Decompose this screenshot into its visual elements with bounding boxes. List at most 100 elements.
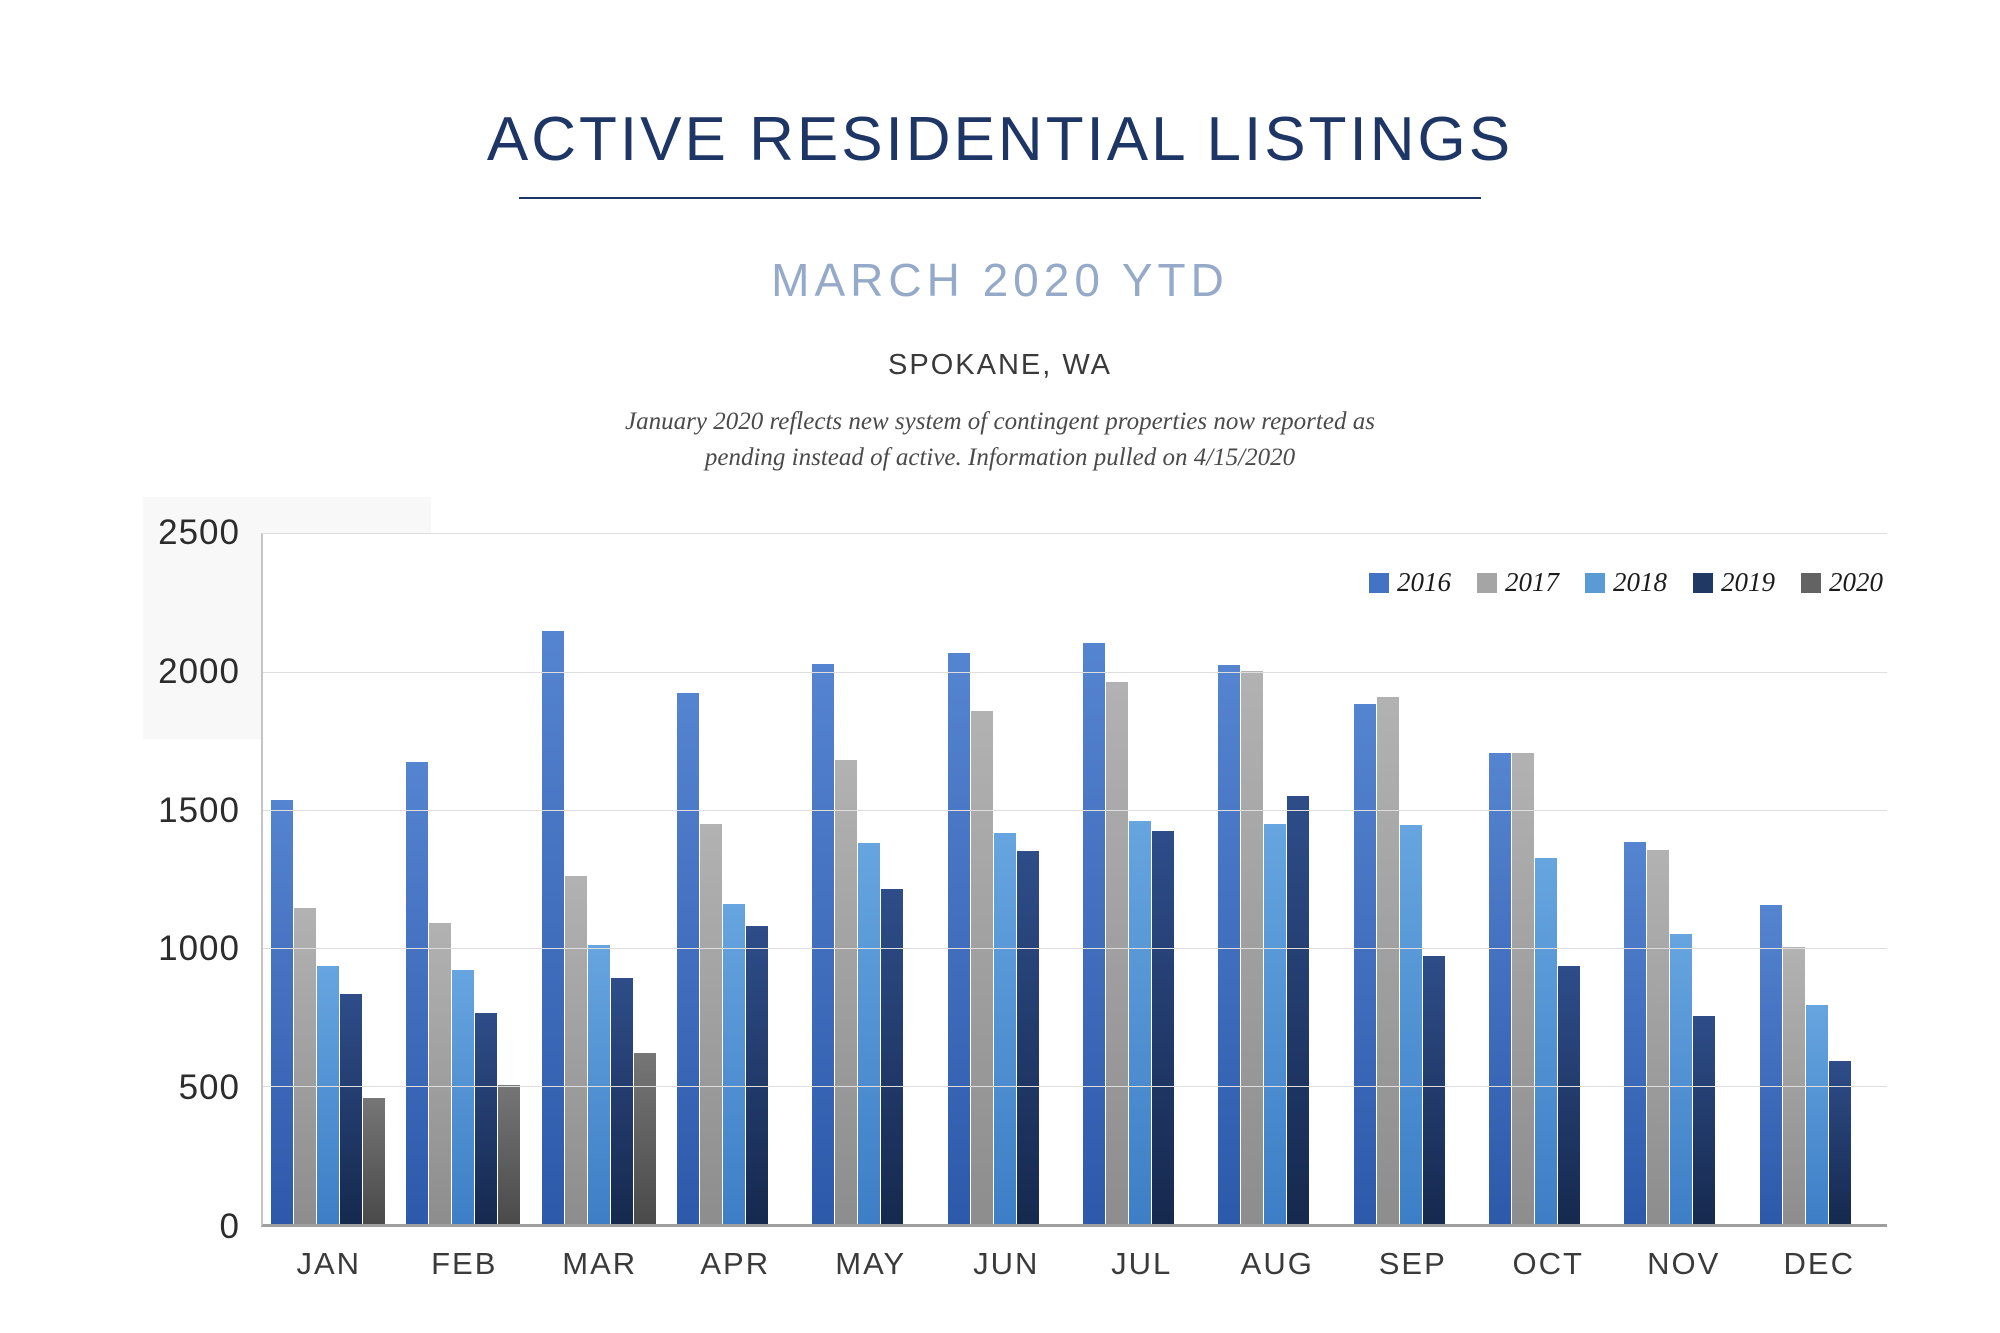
legend-item-2016: 2016 (1369, 567, 1451, 598)
legend-label-2018: 2018 (1613, 567, 1667, 597)
chart-legend: 2016 2017 2018 2019 2020 (1369, 567, 1883, 598)
x-axis-label-aug: AUG (1240, 1246, 1314, 1281)
bar-2019-feb (475, 1012, 498, 1224)
bar-2017-may (835, 760, 858, 1224)
gridline-500 (263, 1086, 1887, 1087)
bar-2017-jul (1105, 681, 1128, 1224)
bar-2018-nov (1670, 934, 1693, 1224)
chart-footnote: January 2020 reflects new system of cont… (0, 404, 2000, 476)
bar-2017-nov (1647, 850, 1670, 1224)
bar-2019-jun (1016, 851, 1039, 1224)
bar-2016-feb (406, 761, 429, 1224)
bar-2018-dec (1805, 1004, 1828, 1224)
bar-2019-aug (1287, 796, 1310, 1224)
bar-2017-dec (1782, 946, 1805, 1224)
bar-2019-nov (1693, 1015, 1716, 1224)
page-title: ACTIVE RESIDENTIAL LISTINGS (486, 105, 1514, 174)
bar-2016-may (812, 663, 835, 1224)
bar-group-feb (398, 534, 533, 1224)
bar-2018-may (858, 843, 881, 1224)
y-axis-tick-label-1000: 1000 (158, 929, 240, 969)
bar-2017-sep (1376, 696, 1399, 1224)
legend-swatch-2019 (1693, 572, 1713, 593)
legend-item-2020: 2020 (1801, 567, 1883, 598)
bar-2019-mar (610, 978, 633, 1224)
legend-swatch-2018 (1585, 572, 1605, 593)
bar-groups (263, 534, 1887, 1224)
y-axis-tick-label-500: 500 (178, 1068, 240, 1108)
x-axis-label-jun: JUN (973, 1246, 1040, 1281)
bar-2018-mar (587, 945, 610, 1224)
bar-group-oct (1481, 534, 1616, 1224)
bar-group-nov (1616, 534, 1751, 1224)
y-axis-tick-label-0: 0 (219, 1207, 240, 1246)
bar-2018-jul (1128, 821, 1151, 1224)
x-axis-label-nov: NOV (1647, 1246, 1721, 1281)
legend-label-2017: 2017 (1505, 567, 1559, 597)
bar-group-apr (669, 534, 804, 1224)
bar-2018-apr (722, 903, 745, 1224)
x-axis-label-mar: MAR (562, 1246, 638, 1281)
bar-2018-jun (993, 833, 1016, 1224)
bar-2017-jan (294, 907, 316, 1224)
title-underline (519, 197, 1481, 199)
y-axis-tick-label-1500: 1500 (158, 790, 240, 830)
bar-2019-may (881, 888, 904, 1224)
x-axis-label-dec: DEC (1783, 1246, 1855, 1281)
legend-label-2019: 2019 (1721, 567, 1775, 597)
bar-2019-dec (1828, 1061, 1851, 1224)
bar-group-jan (263, 534, 398, 1224)
bar-2017-apr (699, 823, 722, 1224)
bar-2016-sep (1353, 703, 1376, 1224)
bar-2016-jul (1082, 643, 1105, 1224)
bar-group-may (804, 534, 939, 1224)
bar-2018-feb (452, 970, 475, 1224)
x-axis-label-apr: APR (700, 1246, 771, 1281)
x-axis-label-jan: JAN (296, 1246, 362, 1281)
bar-2016-apr (676, 692, 699, 1224)
bar-2019-jul (1151, 830, 1174, 1224)
bar-2016-dec (1759, 905, 1782, 1224)
bar-2017-jun (970, 710, 993, 1224)
legend-item-2018: 2018 (1585, 567, 1667, 598)
bar-2016-aug (1218, 665, 1241, 1224)
bar-2018-oct (1534, 858, 1557, 1224)
bar-2016-jan (271, 800, 293, 1224)
bar-2020-jan (363, 1098, 385, 1224)
gridline-2000 (263, 672, 1887, 673)
bar-2016-oct (1488, 753, 1511, 1224)
chart-footnote-line-2: pending instead of active. Information p… (704, 444, 1296, 471)
plot-area: 2016 2017 2018 2019 2020 (261, 533, 1887, 1227)
bar-2018-sep (1399, 825, 1422, 1224)
y-axis: 0 500 1000 1500 2000 2500 (80, 513, 240, 1246)
x-axis: JAN FEB MAR APR MAY JUN JUL AUG SEP OCT NOV DEC (261, 1246, 1887, 1282)
bar-group-sep (1346, 534, 1481, 1224)
bar-group-dec (1752, 534, 1887, 1224)
x-axis-label-may: MAY (835, 1246, 907, 1281)
legend-item-2019: 2019 (1693, 567, 1775, 598)
gridline-1000 (263, 948, 1887, 949)
x-axis-label-jul: JUL (1111, 1246, 1173, 1281)
bar-2018-aug (1264, 823, 1287, 1224)
bar-2019-apr (745, 925, 768, 1224)
bar-group-aug (1210, 534, 1345, 1224)
x-axis-label-feb: FEB (431, 1246, 498, 1281)
bar-group-jun (940, 534, 1075, 1224)
legend-label-2020: 2020 (1829, 567, 1883, 597)
bar-2019-oct (1557, 965, 1580, 1224)
bar-2020-mar (633, 1052, 656, 1224)
bar-group-mar (534, 534, 669, 1224)
legend-swatch-2016 (1369, 572, 1389, 593)
bar-2017-feb (429, 923, 452, 1224)
gridline-1500 (263, 810, 1887, 811)
page-location: SPOKANE, WA (888, 349, 1112, 381)
bar-2019-jan (340, 993, 362, 1224)
legend-swatch-2020 (1801, 572, 1821, 593)
bar-2017-oct (1511, 753, 1534, 1224)
y-axis-tick-label-2500: 2500 (158, 513, 240, 552)
bar-2016-mar (541, 630, 564, 1224)
bar-2017-mar (564, 876, 587, 1224)
bar-2016-nov (1624, 841, 1647, 1224)
bar-2020-feb (498, 1084, 521, 1224)
x-axis-label-oct: OCT (1512, 1246, 1584, 1281)
